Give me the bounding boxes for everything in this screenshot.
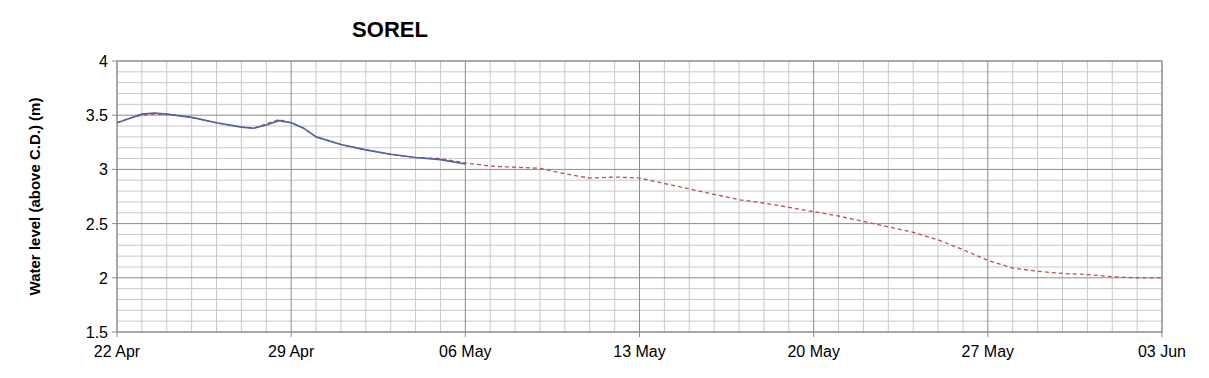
y-tick-label: 3.5 (86, 107, 108, 124)
minor-grid-line (962, 61, 963, 332)
x-tick-label: 06 May (439, 343, 491, 360)
grid-line (465, 61, 466, 332)
minor-grid-line (390, 61, 391, 332)
y-tick-label: 2 (99, 270, 108, 287)
minor-grid-line (365, 61, 366, 332)
x-tick-label: 29 Apr (268, 343, 315, 360)
tick-mark (987, 332, 988, 337)
x-tick-label: 20 May (787, 343, 839, 360)
minor-grid-line (316, 61, 317, 332)
minor-grid-line (1037, 61, 1038, 332)
tick-mark (639, 332, 640, 337)
x-tick-label: 13 May (613, 343, 665, 360)
minor-grid-line (1137, 61, 1138, 332)
minor-grid-line (938, 61, 939, 332)
grid-line (291, 61, 292, 332)
grid (117, 61, 1162, 332)
x-tick-label: 03 Jun (1138, 343, 1186, 360)
series-line (117, 113, 465, 164)
tick-mark (112, 277, 117, 278)
minor-grid-line (241, 61, 242, 332)
grid-line (813, 61, 814, 332)
chart: 1.5 2 2.5 3 3.5 4 22 Apr 29 Apr 06 May 13 May 20 M… (0, 0, 1209, 378)
minor-grid-line (689, 61, 690, 332)
tick-mark (112, 223, 117, 224)
x-tick-label: 22 Apr (94, 343, 141, 360)
tick-mark (112, 332, 117, 333)
y-tick-label: 4 (99, 53, 108, 70)
minor-grid-line (1012, 61, 1013, 332)
minor-grid-line (141, 61, 142, 332)
minor-grid-line (714, 61, 715, 332)
minor-grid-line (564, 61, 565, 332)
minor-grid-line (1112, 61, 1113, 332)
minor-grid-line (490, 61, 491, 332)
y-tick-label: 2.5 (86, 216, 108, 233)
minor-grid-line (739, 61, 740, 332)
x-tick-label: 27 May (962, 343, 1014, 360)
plot-frame (117, 61, 1162, 332)
minor-grid-line (216, 61, 217, 332)
minor-grid-line (515, 61, 516, 332)
tick-mark (117, 332, 118, 337)
minor-grid-line (340, 61, 341, 332)
minor-grid-line (266, 61, 267, 332)
title: SOREL (352, 17, 428, 42)
tick-mark (291, 332, 292, 337)
minor-grid-line (614, 61, 615, 332)
minor-grid-line (539, 61, 540, 332)
minor-grid-line (1087, 61, 1088, 332)
tick-mark (112, 169, 117, 170)
y-tick-label: 1.5 (86, 324, 108, 341)
minor-grid-line (166, 61, 167, 332)
grid-line (639, 61, 640, 332)
minor-grid-line (415, 61, 416, 332)
minor-grid-line (589, 61, 590, 332)
minor-grid-line (788, 61, 789, 332)
minor-grid-line (664, 61, 665, 332)
minor-grid-line (863, 61, 864, 332)
plot-area (117, 113, 1162, 278)
tick-mark (112, 115, 117, 116)
tick-mark (813, 332, 814, 337)
minor-grid-line (763, 61, 764, 332)
minor-grid-line (838, 61, 839, 332)
y-axis-label: Water level (above C.D.) (m) (26, 98, 43, 296)
tick-mark (1162, 332, 1163, 337)
minor-grid-line (913, 61, 914, 332)
tick-mark (112, 61, 117, 62)
minor-grid-line (440, 61, 441, 332)
series-line (117, 114, 1162, 278)
minor-grid-line (888, 61, 889, 332)
tick-mark (465, 332, 466, 337)
grid-line (987, 61, 988, 332)
y-tick-label: 3 (99, 161, 108, 178)
minor-grid-line (191, 61, 192, 332)
minor-grid-line (1062, 61, 1063, 332)
